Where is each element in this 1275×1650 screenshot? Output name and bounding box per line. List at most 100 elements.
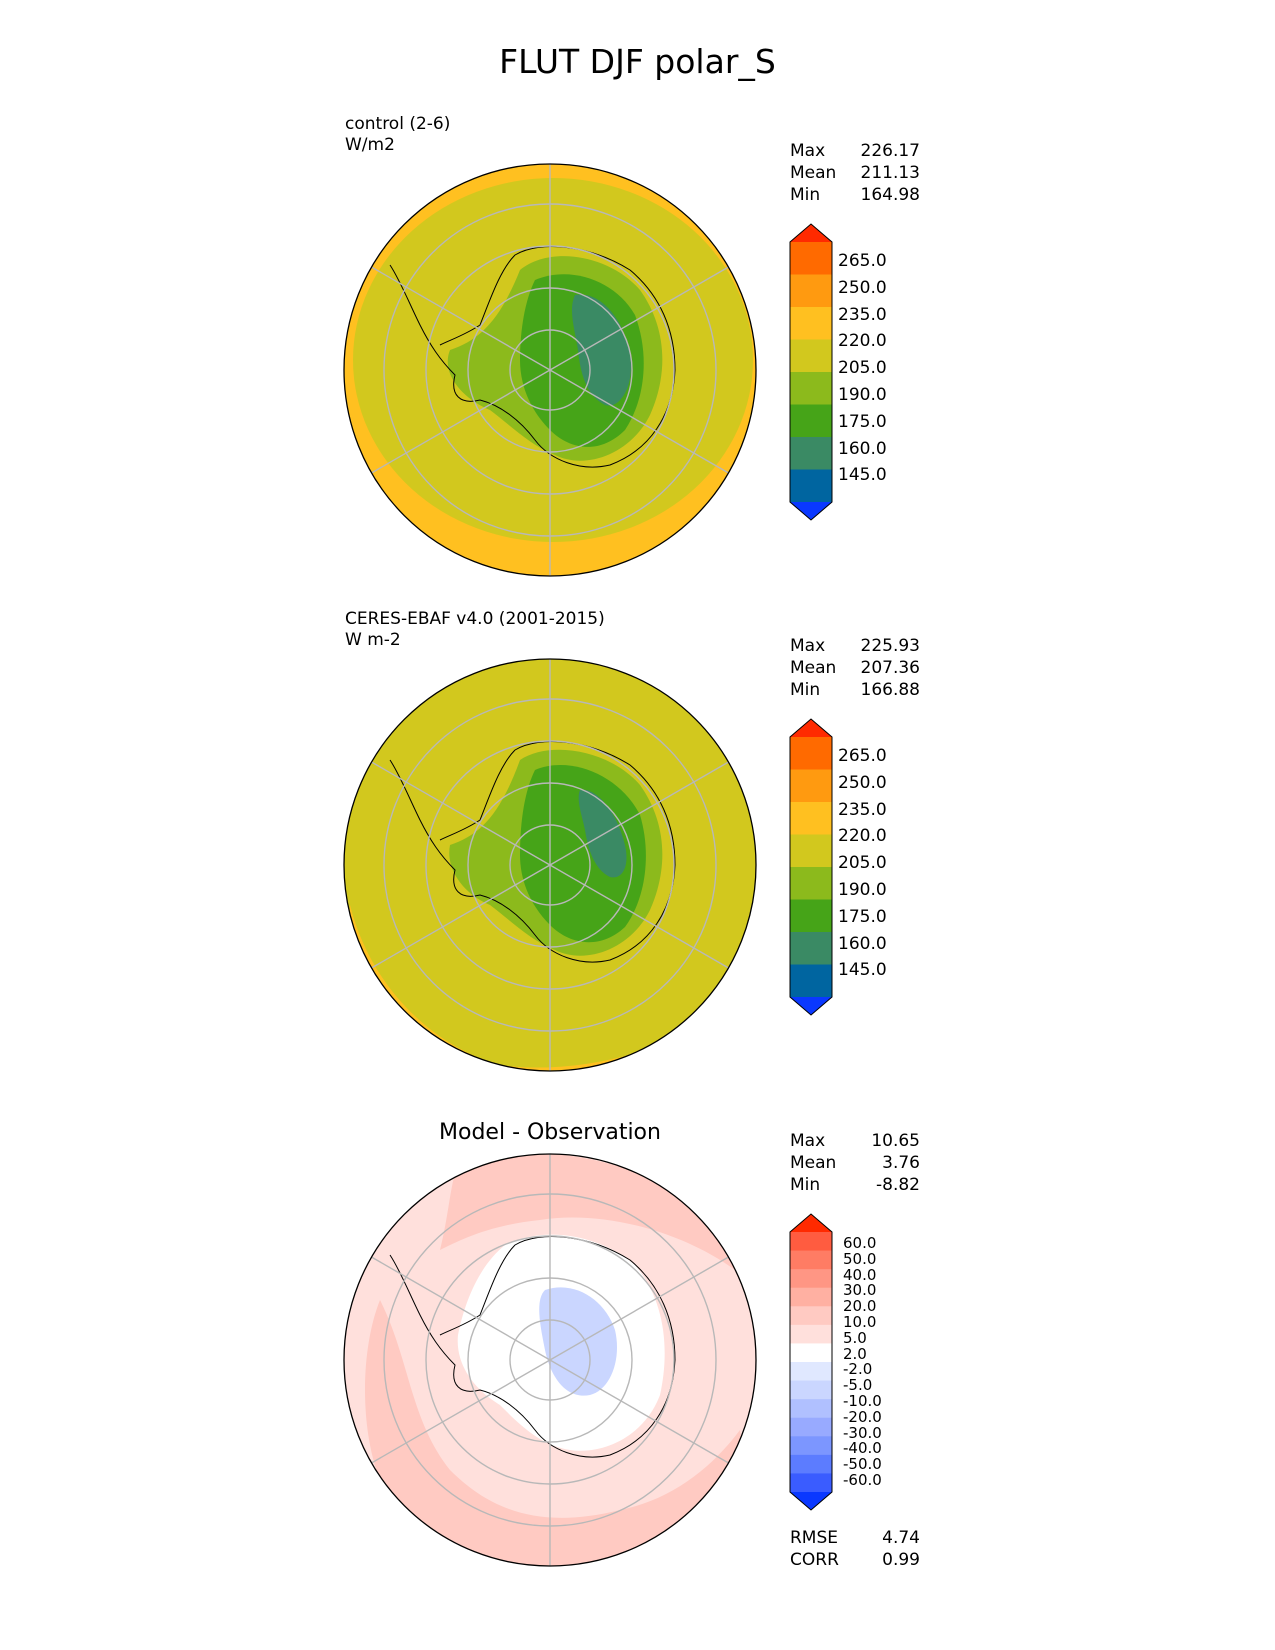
panel3-colorbar bbox=[789, 1213, 833, 1511]
cb-tick: 235.0 bbox=[838, 304, 887, 325]
colorbar-bin bbox=[790, 1324, 832, 1344]
panel3-field-bluepatch bbox=[539, 1287, 618, 1396]
cb-tick: 265.0 bbox=[838, 746, 887, 766]
cb-tick: 160.0 bbox=[838, 933, 887, 954]
panel1-map-border bbox=[343, 163, 757, 577]
colorbar-bin bbox=[790, 469, 832, 503]
panel2-graticule bbox=[367, 659, 733, 1071]
cb-tick: 250.0 bbox=[838, 277, 887, 298]
colorbar-bin bbox=[790, 1269, 832, 1289]
cb-tick: 160.0 bbox=[838, 438, 887, 459]
colorbar-bin bbox=[790, 437, 832, 470]
colorbar-bin bbox=[790, 307, 832, 340]
figure-title: FLUT DJF polar_S bbox=[499, 42, 776, 81]
cb-tick: 175.0 bbox=[838, 411, 887, 432]
colorbar-bin bbox=[790, 737, 832, 770]
panel2-map-border bbox=[343, 658, 757, 1072]
panel1-coastline bbox=[389, 246, 676, 468]
colorbar-bin bbox=[790, 339, 832, 373]
colorbar-bin bbox=[790, 404, 832, 438]
cb-tick: -20.0 bbox=[843, 1407, 882, 1426]
panel1-colorbar bbox=[789, 223, 833, 521]
colorbar-bin bbox=[790, 834, 832, 868]
panel2-coastline bbox=[389, 741, 676, 963]
colorbar-bin bbox=[790, 1250, 832, 1270]
panel2-units: W m-2 bbox=[345, 630, 401, 650]
cb-tick: 235.0 bbox=[838, 799, 887, 820]
colorbar-bin bbox=[790, 802, 832, 835]
panel3-map bbox=[343, 1153, 757, 1567]
colorbar-bin bbox=[790, 1473, 832, 1493]
cb-tick: 190.0 bbox=[838, 880, 887, 900]
colorbar-outline bbox=[789, 718, 833, 1016]
colorbar-bin bbox=[790, 1287, 832, 1307]
panel1-units: W/m2 bbox=[345, 135, 395, 155]
cb-tick: 175.0 bbox=[838, 906, 887, 927]
cb-tick: -50.0 bbox=[843, 1455, 882, 1474]
panel2-colorbar bbox=[789, 718, 833, 1016]
cb-tick: 10.0 bbox=[843, 1313, 877, 1331]
cb-tick: 40.0 bbox=[843, 1265, 877, 1284]
panel1-map bbox=[343, 163, 757, 577]
cb-tick: 20.0 bbox=[843, 1297, 877, 1316]
colorbar-outline bbox=[789, 1213, 833, 1511]
cb-tick: 265.0 bbox=[838, 251, 887, 271]
panel3-title: Model - Observation bbox=[439, 1120, 661, 1145]
cb-tick: 5.0 bbox=[843, 1328, 867, 1347]
cb-tick: 205.0 bbox=[838, 358, 887, 379]
colorbar-bin bbox=[790, 932, 832, 965]
colorbar-bin bbox=[790, 242, 832, 275]
cb-tick: -2.0 bbox=[843, 1360, 873, 1379]
colorbar-bin bbox=[790, 769, 832, 803]
cb-tick: -60.0 bbox=[843, 1471, 882, 1489]
cb-tick: 145.0 bbox=[838, 465, 887, 486]
colorbar-bin bbox=[790, 1399, 832, 1419]
colorbar-bin bbox=[790, 274, 832, 308]
cb-tick: 190.0 bbox=[838, 385, 887, 405]
cb-tick: 250.0 bbox=[838, 772, 887, 793]
colorbar-bin bbox=[790, 1362, 832, 1382]
colorbar-bin bbox=[790, 1436, 832, 1456]
cb-tick: -10.0 bbox=[843, 1392, 882, 1410]
colorbar-bin bbox=[790, 1232, 832, 1252]
colorbar-outline bbox=[789, 223, 833, 521]
colorbar-bin bbox=[790, 867, 832, 900]
panel2-field-green bbox=[520, 765, 646, 943]
cb-tick: 205.0 bbox=[838, 853, 887, 874]
panel3-field-north bbox=[440, 1154, 735, 1270]
colorbar-bin bbox=[790, 372, 832, 405]
colorbar-bin bbox=[790, 964, 832, 998]
cb-tick: 50.0 bbox=[843, 1249, 877, 1268]
colorbar-extend-max bbox=[790, 224, 832, 242]
cb-tick: 2.0 bbox=[843, 1344, 867, 1363]
colorbar-bin bbox=[790, 1306, 832, 1326]
colorbar-bin bbox=[790, 1380, 832, 1400]
cb-tick: -5.0 bbox=[843, 1376, 873, 1395]
panel1-graticule bbox=[367, 164, 733, 576]
cb-tick: -30.0 bbox=[843, 1423, 882, 1442]
colorbar-bin bbox=[790, 899, 832, 933]
colorbar-bin bbox=[790, 1454, 832, 1474]
colorbar-extend-min bbox=[790, 997, 832, 1015]
panel1-title: control (2-6) bbox=[345, 114, 451, 134]
panel2-field-teal bbox=[578, 789, 627, 878]
panel1-stats: Max 226.17 Mean 211.13 Min 164.98 bbox=[790, 141, 920, 205]
cb-tick: 60.0 bbox=[843, 1234, 877, 1252]
colorbar-bin bbox=[790, 1417, 832, 1437]
panel3-coastline bbox=[389, 1236, 676, 1458]
panel3-metrics: RMSE 4.74 CORR 0.99 bbox=[790, 1528, 920, 1570]
panel3-field-south bbox=[365, 1300, 750, 1566]
colorbar-bin bbox=[790, 1343, 832, 1363]
panel2-map bbox=[343, 658, 757, 1072]
colorbar-extend-min bbox=[790, 1492, 832, 1510]
cb-tick: 145.0 bbox=[838, 960, 887, 981]
panel3-graticule bbox=[367, 1154, 733, 1566]
cb-tick: -40.0 bbox=[843, 1439, 882, 1458]
panel3-stats: Max 10.65 Mean 3.76 Min -8.82 bbox=[790, 1131, 920, 1195]
cb-tick: 220.0 bbox=[838, 331, 887, 352]
panel3-map-border bbox=[343, 1153, 757, 1567]
colorbar-extend-max bbox=[790, 1214, 832, 1232]
cb-tick: 220.0 bbox=[838, 826, 887, 847]
cb-tick: 30.0 bbox=[843, 1281, 877, 1300]
colorbar-extend-max bbox=[790, 719, 832, 737]
